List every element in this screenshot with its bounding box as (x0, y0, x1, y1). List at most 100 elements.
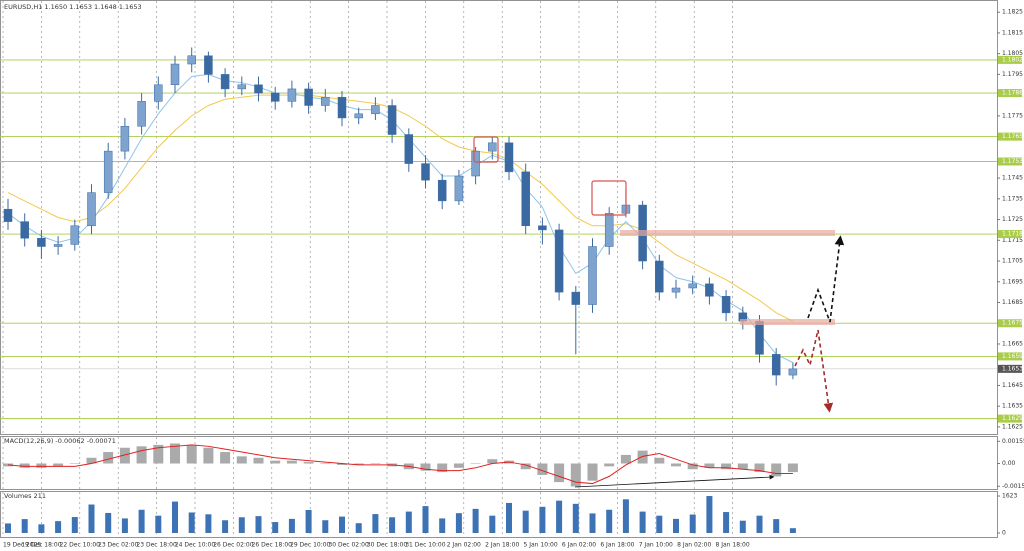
macd-bar (453, 463, 464, 468)
candle-body (237, 84, 247, 90)
candle-body (571, 291, 581, 305)
volume-bar (288, 518, 295, 533)
candle-body (154, 84, 163, 102)
candle-body (3, 208, 13, 222)
last-price-label: 1.1653 (1002, 365, 1023, 372)
candle-body (371, 105, 380, 115)
volume-bar (5, 523, 11, 533)
macd-bar (554, 463, 565, 483)
zone (620, 230, 835, 236)
y-tick-label: 1.1795 (1002, 71, 1023, 78)
candle-body (287, 88, 297, 102)
y-tick-label: 1.1815 (1002, 29, 1023, 36)
macd-bar (53, 463, 64, 467)
macd-bar (119, 447, 130, 464)
volume-bar (539, 506, 546, 533)
level-label-box (998, 55, 1022, 64)
x-tick-label: 23 Dec 02:00 (98, 542, 139, 549)
candle-body (87, 192, 96, 227)
macd-bar (537, 463, 548, 475)
volume-bar (673, 518, 679, 533)
macd-bar (437, 463, 448, 473)
macd-signal (7, 444, 793, 485)
level-label-box (998, 414, 1022, 423)
candle-body (705, 283, 714, 297)
candle-body (588, 246, 597, 305)
volume-bar (622, 499, 629, 533)
macd-bar (236, 456, 247, 464)
macd-bar (787, 463, 798, 473)
level-label: 1.1629 (1002, 415, 1023, 422)
y-tick-label: 1.1805 (1002, 50, 1023, 57)
level-label-box (998, 230, 1022, 239)
candle-body (721, 296, 731, 314)
y-tick-label: 1.1695 (1002, 278, 1023, 285)
y-tick-label: 0.00155 (1002, 438, 1024, 445)
x-tick-label: 6 Jan 02:00 (562, 542, 596, 549)
macd-bar (19, 463, 30, 468)
candle-body (688, 283, 697, 289)
y-tick-label: 1.1635 (1002, 403, 1023, 410)
y-tick-label: 1.1735 (1002, 195, 1023, 202)
x-tick-label: 24 Dec 10:00 (175, 542, 216, 549)
macd-bar (270, 460, 281, 464)
volume-bar (272, 522, 279, 533)
candle-body (755, 320, 764, 355)
volume-bar (472, 508, 479, 533)
macd-bar (69, 463, 80, 464)
level-label-box (998, 157, 1022, 166)
last-price-box (998, 364, 1022, 373)
level-label: 1.1659 (1002, 353, 1023, 360)
price-panel (0, 0, 998, 435)
volume-bar (88, 504, 95, 533)
candle-body (404, 134, 414, 164)
candle-body (421, 163, 430, 181)
volume-bar (706, 496, 713, 533)
candle-body (655, 260, 664, 293)
macd-bar (654, 457, 665, 464)
volume-bar (71, 517, 78, 533)
macd-bar (36, 463, 47, 468)
volume-bar (188, 512, 195, 533)
volume-bar (305, 509, 312, 533)
volume-bar (572, 503, 579, 533)
macd-bar (337, 463, 347, 465)
volume-bar (455, 513, 462, 533)
x-tick-label: 6 Jan 18:00 (600, 542, 634, 549)
volume-bar (121, 518, 128, 533)
candle-body (304, 88, 313, 106)
x-tick-label: 7 Jan 10:00 (639, 542, 673, 549)
candle-body (437, 179, 447, 202)
level-label: 1.1786 (1002, 90, 1023, 97)
x-tick-label: 8 Jan 02:00 (677, 542, 711, 549)
y-tick-label: 0.00 (1002, 460, 1016, 467)
candle-body (204, 55, 213, 75)
x-tick-label: 31 Dec 10:00 (405, 542, 446, 549)
macd-bar (671, 463, 681, 467)
candle-body (488, 142, 497, 152)
volume-bar (38, 524, 45, 533)
macd-bar (220, 452, 231, 464)
volume-bar (789, 528, 796, 533)
y-tick-label: -0.00159 (1002, 483, 1024, 490)
macd-bar (637, 450, 648, 464)
candle-body (771, 354, 781, 376)
macd-bar (754, 463, 765, 473)
y-tick-label: 1623 (1002, 493, 1017, 500)
candle-body (604, 213, 614, 247)
projection-arrow (807, 235, 845, 323)
macd-bar (370, 463, 381, 464)
x-tick-label: 26 Dec 02:00 (213, 542, 254, 549)
volume-bar (489, 515, 496, 533)
volume-bar (339, 516, 345, 533)
level-label: 1.1753 (1002, 158, 1023, 165)
x-tick-label: 23 Dec 18:00 (136, 542, 177, 549)
macd-bar (353, 463, 364, 465)
y-tick-label: 1.1685 (1002, 299, 1023, 306)
macd-bar (721, 463, 732, 470)
candle-body (170, 63, 180, 86)
y-tick-label: 1.1665 (1002, 340, 1023, 347)
candle-body (454, 175, 464, 202)
